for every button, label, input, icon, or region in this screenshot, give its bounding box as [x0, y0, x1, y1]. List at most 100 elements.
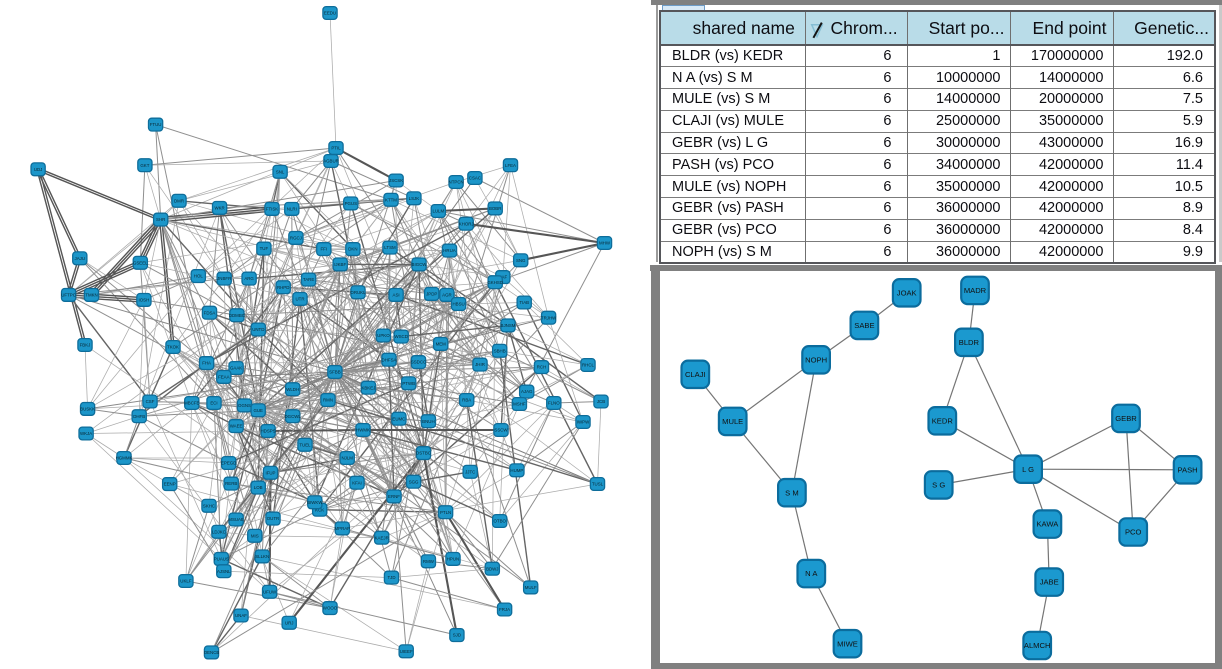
svg-text:AJSNL: AJSNL [217, 569, 231, 574]
svg-text:GAAK: GAAK [230, 366, 242, 371]
svg-text:HWMK: HWMK [356, 428, 370, 433]
svg-text:UNTD: UNTD [252, 327, 264, 332]
svg-text:CSF: CSF [146, 399, 155, 404]
svg-text:SNL: SNL [276, 169, 285, 174]
svg-text:FTUU: FTUU [150, 122, 162, 127]
svg-text:SGG: SGG [409, 479, 419, 484]
svg-text:S M: S M [785, 488, 799, 497]
svg-text:JOAK: JOAK [897, 288, 917, 297]
svg-text:SHR: SHR [156, 217, 165, 222]
svg-text:AGR: AGR [442, 293, 452, 298]
svg-text:JABE: JABE [1040, 578, 1059, 587]
svg-text:FHA: FHA [202, 361, 211, 366]
svg-text:SBHB: SBHB [494, 348, 506, 353]
svg-text:HGMMK: HGMMK [116, 456, 133, 461]
svg-text:RCH: RCH [537, 365, 547, 370]
svg-text:JSCSK: JSCSK [389, 178, 403, 183]
svg-text:TKOK: TKOK [167, 345, 179, 350]
svg-text:BIWKW: BIWKW [307, 500, 323, 505]
svg-text:BNUH: BNUH [422, 419, 434, 424]
svg-text:BUSKK: BUSKK [80, 407, 95, 412]
svg-text:AGBUR: AGBUR [323, 159, 339, 164]
svg-text:RERB: RERB [225, 481, 237, 486]
svg-text:EENP: EENP [164, 482, 176, 487]
svg-text:AJAG: AJAG [521, 389, 533, 394]
svg-text:FBKJ: FBKJ [80, 343, 91, 348]
svg-text:LOB: LOB [254, 485, 263, 490]
svg-text:JHIR: JHIR [475, 362, 485, 367]
svg-text:DMR: DMR [174, 198, 184, 203]
svg-text:SKHC: SKHC [203, 503, 215, 508]
svg-text:HUMP: HUMP [510, 468, 523, 473]
svg-text:FFI: FFI [321, 247, 328, 252]
svg-text:MSHF: MSHF [513, 402, 526, 407]
svg-text:IFUP: IFUP [265, 470, 275, 475]
svg-text:GEBR: GEBR [1115, 414, 1137, 423]
svg-text:TUSL: TUSL [592, 482, 604, 487]
svg-text:NJLM: NJLM [341, 456, 353, 461]
svg-text:EEDU: EEDU [324, 11, 336, 16]
svg-text:PASH: PASH [1178, 465, 1198, 474]
svg-text:SFBB: SFBB [329, 370, 341, 375]
svg-text:MSUAE: MSUAE [228, 517, 244, 522]
svg-text:WOOO: WOOO [323, 606, 338, 611]
svg-text:KEDR: KEDR [932, 416, 954, 425]
svg-text:SJD: SJD [453, 633, 461, 638]
svg-text:WAEE: WAEE [230, 424, 243, 429]
svg-text:PUAUS: PUAUS [214, 557, 229, 562]
svg-text:GKT: GKT [140, 163, 149, 168]
svg-text:PTLN: PTLN [440, 510, 451, 515]
svg-text:TIAB: TIAB [519, 300, 529, 305]
svg-text:LTSM: LTSM [384, 245, 396, 250]
svg-text:DSTBC: DSTBC [416, 451, 431, 456]
svg-text:LDJKC: LDJKC [212, 529, 226, 534]
svg-text:KTTM: KTTM [385, 197, 397, 202]
svg-text:NLRI: NLRI [287, 207, 297, 212]
svg-text:WLDH: WLDH [286, 387, 299, 392]
svg-text:TMKN: TMKN [85, 293, 97, 298]
svg-text:EPEGD: EPEGD [221, 461, 236, 466]
svg-text:WKJA: WKJA [80, 431, 92, 436]
svg-text:JAJU: JAJU [75, 256, 86, 261]
svg-text:BLDR: BLDR [959, 338, 980, 347]
svg-text:GKHSD: GKHSD [487, 280, 503, 285]
svg-text:UTR: UTR [295, 297, 304, 302]
svg-text:OUTR: OUTR [267, 516, 279, 521]
svg-text:EUMC: EUMC [392, 416, 405, 421]
svg-text:UKLF: UKLF [180, 579, 192, 584]
svg-text:PCO: PCO [1125, 528, 1142, 537]
svg-text:MBCFE: MBCFE [184, 401, 199, 406]
svg-text:TUEL: TUEL [299, 442, 311, 447]
svg-text:NTPCN: NTPCN [449, 180, 464, 185]
svg-text:HBSU: HBSU [452, 302, 464, 307]
svg-text:MADR: MADR [964, 286, 987, 295]
svg-text:DDMBC: DDMBC [229, 313, 245, 318]
svg-text:MHW: MHW [599, 241, 611, 246]
svg-text:UNAF: UNAF [235, 613, 247, 618]
svg-text:CLAJI: CLAJI [685, 370, 706, 379]
svg-text:RGCJ: RGCJ [290, 236, 302, 241]
svg-text:IJKBF: IJKBF [334, 262, 346, 267]
svg-text:SSDCC: SSDCC [411, 360, 426, 365]
svg-text:IOSH: IOSH [139, 298, 150, 303]
svg-text:ERNF: ERNF [388, 494, 400, 499]
svg-text:SLLKN: SLLKN [255, 554, 269, 559]
svg-text:TUF: TUF [260, 246, 269, 251]
svg-text:MIS: MIS [251, 533, 259, 538]
svg-text:KCK: KCK [315, 507, 324, 512]
svg-text:WKR: WKR [214, 206, 224, 211]
svg-text:FEAA: FEAA [218, 375, 230, 380]
svg-text:RBA: RBA [462, 398, 471, 403]
svg-text:OTBO: OTBO [493, 519, 506, 524]
svg-text:MEM: MEM [436, 342, 447, 347]
svg-text:UIEEF: UIEEF [400, 649, 413, 654]
svg-text:MPRAP: MPRAP [334, 526, 350, 531]
svg-text:JPDP: JPDP [426, 292, 437, 297]
svg-text:UFUW: UFUW [263, 589, 277, 594]
svg-text:N A: N A [805, 569, 818, 578]
svg-text:UFTPC: UFTPC [61, 293, 76, 298]
svg-text:LFEA: LFEA [505, 163, 516, 168]
svg-text:SNG: SNG [516, 258, 526, 263]
svg-text:ASI: ASI [393, 293, 400, 298]
svg-text:MULF: MULF [525, 585, 537, 590]
